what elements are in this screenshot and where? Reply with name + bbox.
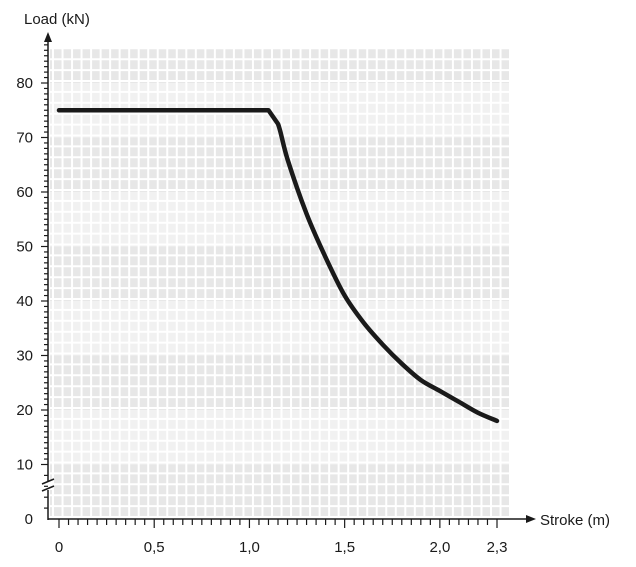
y-tick-label: 80 — [16, 75, 33, 92]
tick-marks — [41, 44, 498, 528]
x-tick-label: 2,3 — [487, 539, 508, 556]
axis-break-mark — [41, 485, 55, 492]
x-tick-label: 0 — [55, 539, 63, 556]
tick-labels: 0 0,5 1,0 1,5 2,0 2,3 0 10 20 30 40 50 60 70 80 — [16, 75, 507, 556]
x-tick-label: 0,5 — [144, 539, 165, 556]
y-tick-label: 70 — [16, 130, 33, 147]
grid-lines — [50, 47, 509, 518]
y-axis-arrow-icon — [44, 32, 52, 42]
x-tick-label: 1,5 — [334, 539, 355, 556]
y-tick-label: 0 — [25, 511, 33, 528]
y-tick-label: 30 — [16, 348, 33, 365]
x-axis-label: Stroke (m) — [540, 512, 610, 529]
x-tick-label: 1,0 — [239, 539, 260, 556]
y-tick-label: 60 — [16, 184, 33, 201]
y-tick-label: 50 — [16, 239, 33, 256]
y-tick-label: 40 — [16, 293, 33, 310]
y-tick-label: 20 — [16, 402, 33, 419]
x-tick-label: 2,0 — [429, 539, 450, 556]
y-axis-label: Load (kN) — [24, 11, 90, 28]
band — [50, 48, 509, 83]
series-line — [56, 108, 500, 424]
x-axis-arrow-icon — [526, 515, 536, 523]
axis-break-mark — [41, 478, 55, 485]
axis-break-gap — [43, 481, 53, 490]
y-tick-label: 10 — [16, 457, 33, 474]
series-layer — [56, 108, 500, 424]
